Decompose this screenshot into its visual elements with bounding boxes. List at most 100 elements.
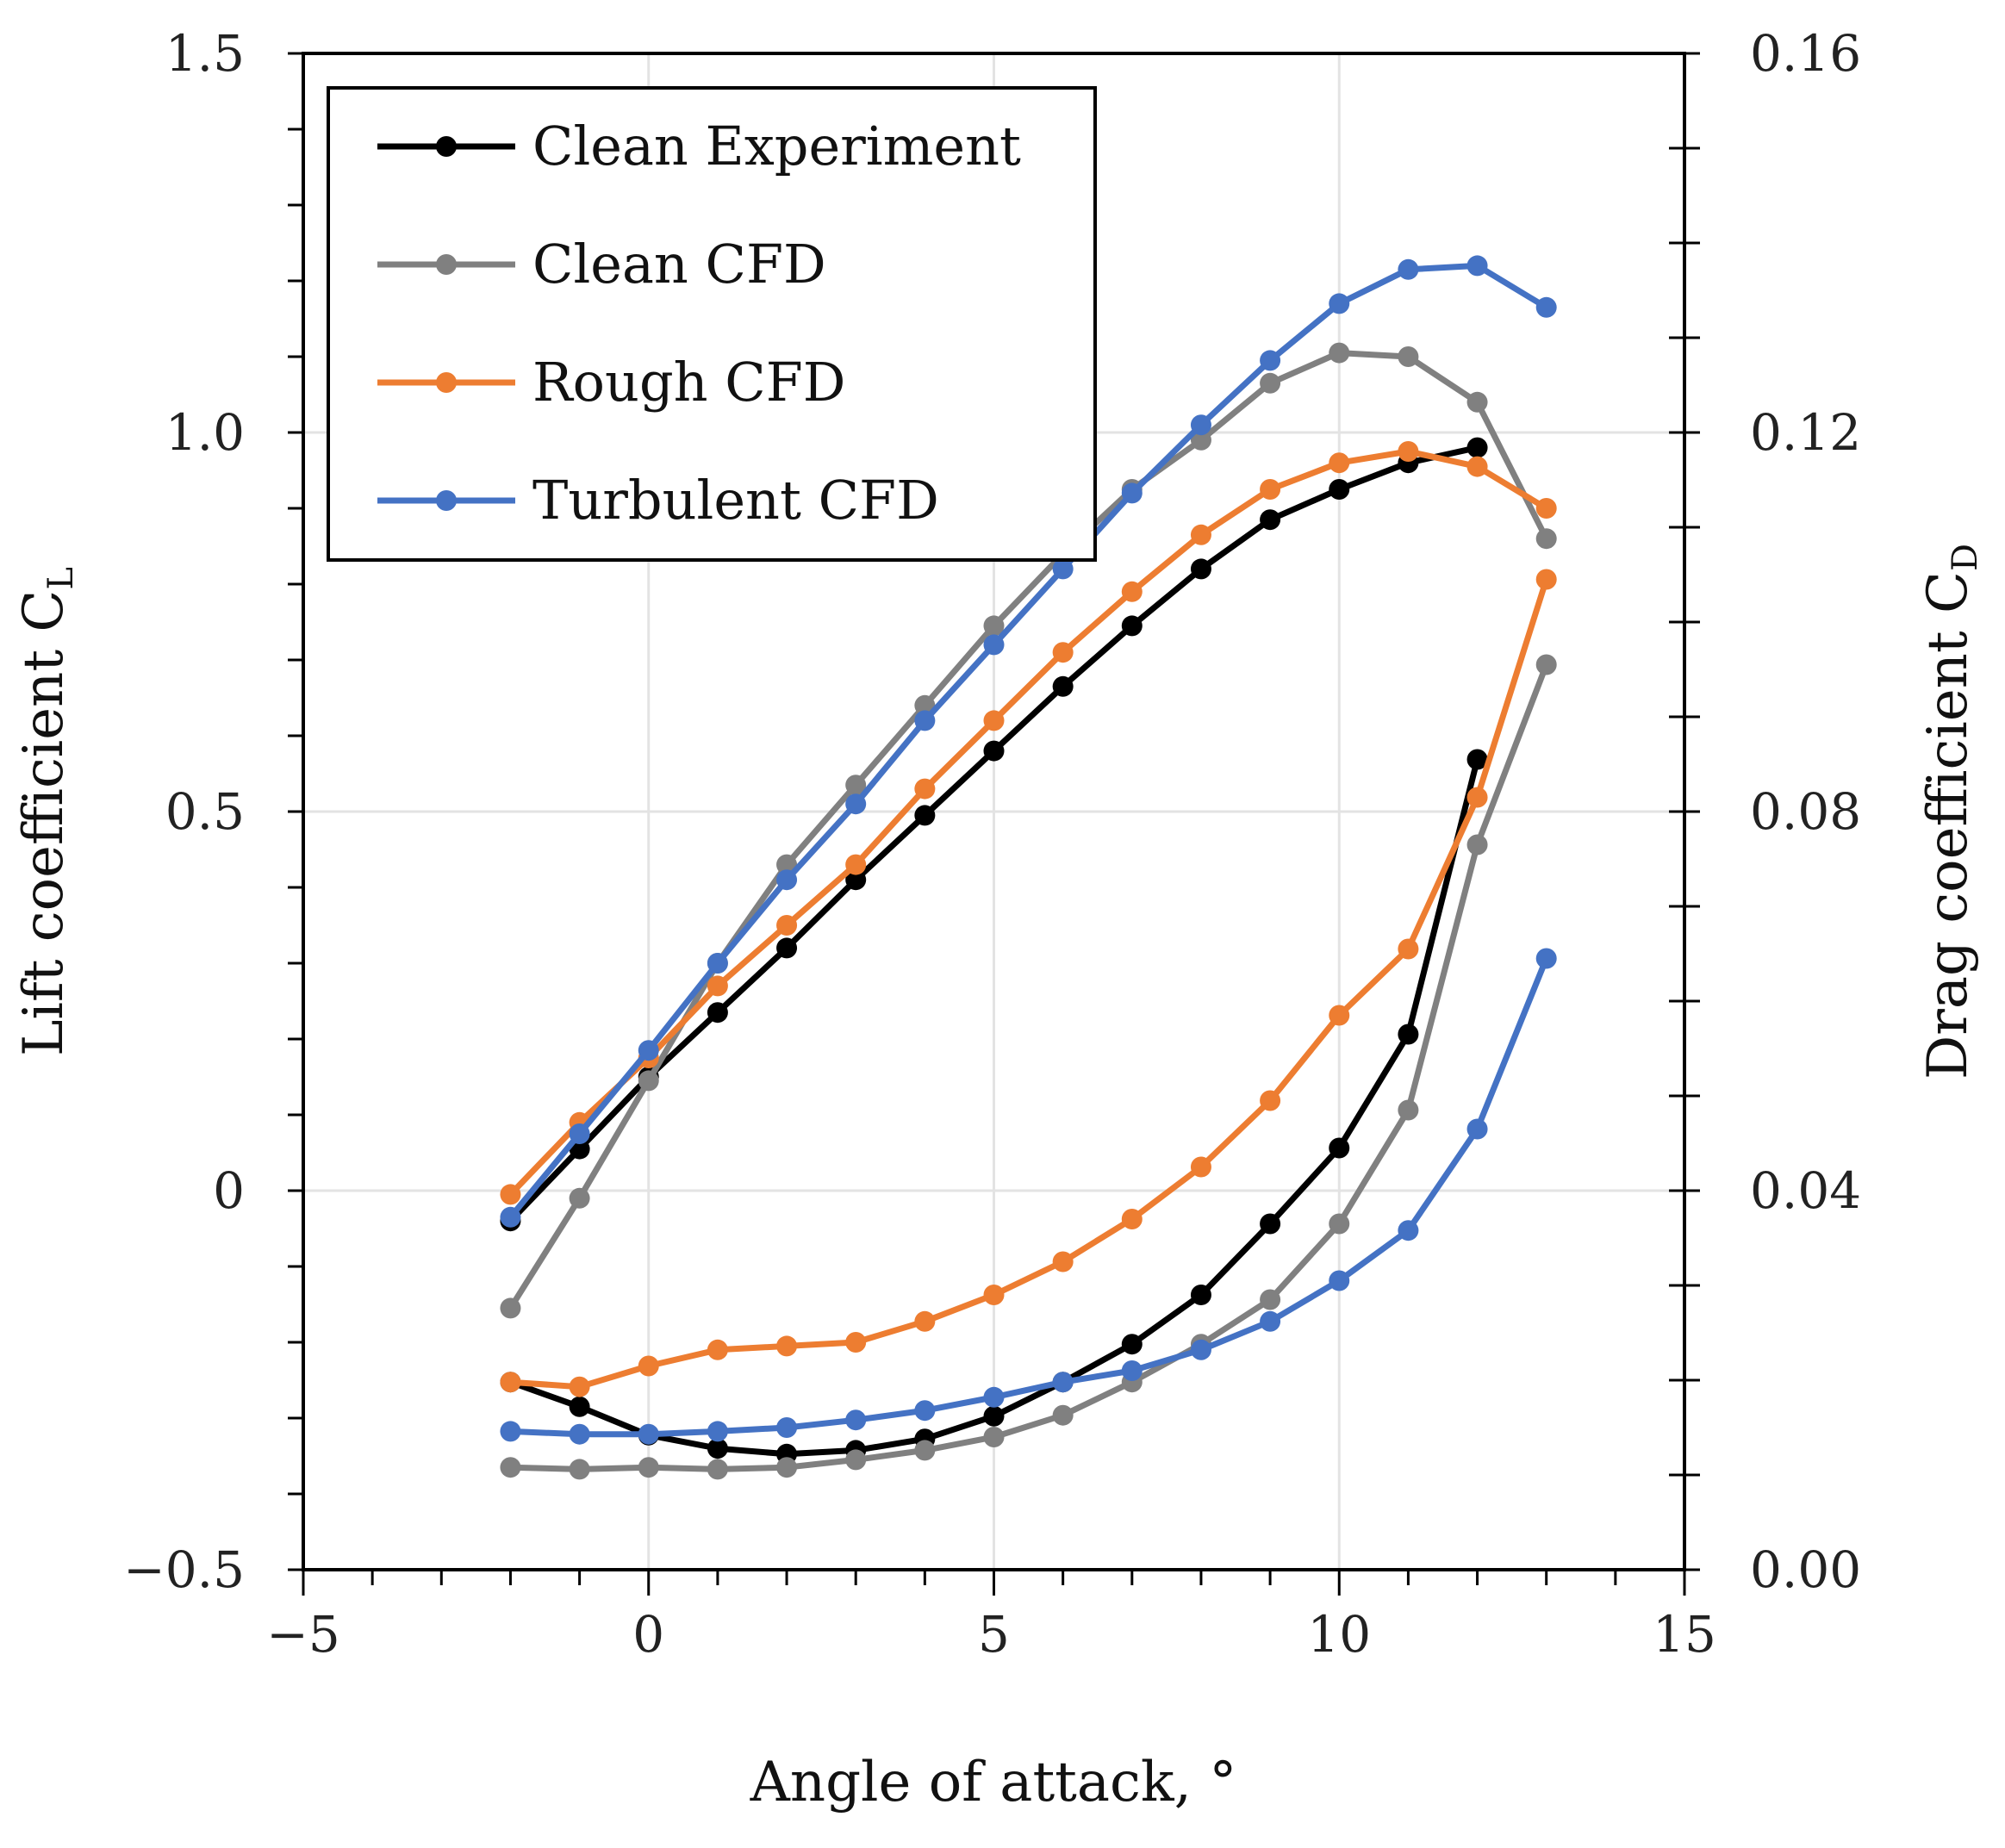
lift-point <box>1466 437 1488 458</box>
lift-point <box>1398 441 1419 462</box>
lift-point <box>1535 498 1557 519</box>
lift-point <box>1260 479 1281 500</box>
drag-point <box>914 1440 936 1461</box>
lift-point <box>1260 372 1281 394</box>
legend-box <box>327 86 1097 562</box>
lift-point <box>500 1184 521 1205</box>
series-rough-cfd-lift <box>500 441 1557 1205</box>
y2-axis-title: Drag coefficient CD <box>1916 544 1985 1080</box>
lift-line <box>507 262 1550 1221</box>
drag-point <box>1260 1310 1281 1332</box>
drag-point <box>569 1423 590 1445</box>
drag-point <box>1121 1360 1143 1381</box>
drag-point <box>638 1457 659 1478</box>
drag-point <box>707 1421 728 1442</box>
y2-axis-title-main: Drag coefficient C <box>1916 571 1980 1080</box>
lift-point <box>500 1206 521 1228</box>
drag-point <box>1398 1024 1419 1045</box>
legend-label: Turbulent CFD <box>532 469 939 532</box>
drag-point <box>914 1400 936 1422</box>
drag-point <box>1466 1118 1488 1140</box>
drag-point <box>500 1372 521 1393</box>
lift-point <box>1329 293 1350 314</box>
lift-point <box>1535 528 1557 550</box>
lift-point <box>638 1040 659 1061</box>
lift-point <box>1260 350 1281 371</box>
drag-point <box>707 1459 728 1480</box>
drag-point <box>1398 938 1419 960</box>
drag-point <box>569 1396 590 1417</box>
y2-axis-title-sub: D <box>1946 544 1985 571</box>
drag-point <box>1329 1213 1350 1235</box>
drag-point <box>845 1449 867 1471</box>
drag-point <box>1535 654 1557 675</box>
drag-point <box>707 1438 728 1459</box>
drag-point <box>983 1285 1005 1305</box>
drag-point <box>1121 1334 1143 1355</box>
drag-point <box>1398 1220 1419 1241</box>
lift-point <box>983 615 1005 637</box>
lift-point <box>1466 456 1488 477</box>
lift-point <box>1121 615 1143 637</box>
drag-point <box>983 1386 1005 1408</box>
drag-point <box>1466 749 1488 770</box>
drag-point <box>845 1409 867 1431</box>
legend-swatch-marker <box>436 254 457 275</box>
lift-point <box>776 915 798 936</box>
x-tick-label: 5 <box>978 1605 1010 1664</box>
lift-point <box>845 793 867 815</box>
drag-point <box>1329 1005 1350 1026</box>
x-tick-label: 15 <box>1653 1605 1716 1664</box>
lift-point <box>1190 414 1211 436</box>
drag-point <box>569 1376 590 1397</box>
y-tick-label: 0.5 <box>165 782 245 841</box>
lift-point <box>638 1070 659 1092</box>
lift-point <box>914 710 936 731</box>
lift-point <box>500 1297 521 1319</box>
drag-point <box>983 1405 1005 1427</box>
lift-point <box>1121 581 1143 602</box>
drag-point <box>1052 1372 1074 1393</box>
y-axis-title-sub: L <box>41 567 81 590</box>
lift-point <box>569 1187 590 1209</box>
y2-tick-label: 0.16 <box>1750 24 1861 83</box>
drag-point <box>707 1339 728 1360</box>
legend-swatch-marker <box>436 136 457 157</box>
legend: Clean Experiment Clean CFD Rough CFD Turbul… <box>327 86 1097 562</box>
lift-point <box>1052 558 1074 580</box>
lift-point <box>1329 452 1350 474</box>
lift-point <box>845 869 867 891</box>
lift-point <box>1052 642 1074 663</box>
x-tick-label: −5 <box>266 1605 340 1664</box>
tick-labels: −5 0 5 10 15 −0.5 0 0.5 1.0 1.5 0.00 0.04 0.08 0.12 0.… <box>123 24 1861 1664</box>
lift-point <box>983 740 1005 762</box>
drag-point <box>1466 834 1488 856</box>
lift-point <box>776 869 798 891</box>
lift-point <box>1190 524 1211 545</box>
drag-point <box>638 1355 659 1377</box>
lift-point <box>1329 342 1350 364</box>
drag-point <box>1121 1209 1143 1229</box>
legend-label: Clean Experiment <box>532 115 1021 177</box>
lift-point <box>1121 482 1143 504</box>
drag-point <box>1535 569 1557 590</box>
lift-point <box>1329 479 1350 500</box>
lift-point <box>1190 429 1211 451</box>
drag-line <box>507 955 1550 1438</box>
x-tick-label: 10 <box>1307 1605 1371 1664</box>
lift-point <box>1260 509 1281 531</box>
lift-point <box>845 775 867 796</box>
lift-point <box>707 953 728 974</box>
drag-line <box>507 576 1550 1391</box>
drag-point <box>776 1335 798 1357</box>
drag-point <box>983 1427 1005 1447</box>
y2-tick-label: 0.04 <box>1750 1161 1861 1220</box>
drag-point <box>500 1421 521 1442</box>
x-tick-label: 0 <box>632 1605 664 1664</box>
series-rough-cfd-drag <box>500 569 1557 1397</box>
drag-point <box>776 1417 798 1438</box>
legend-swatch-marker <box>436 372 457 393</box>
lift-point <box>914 778 936 800</box>
legend-label: Clean CFD <box>532 233 826 296</box>
